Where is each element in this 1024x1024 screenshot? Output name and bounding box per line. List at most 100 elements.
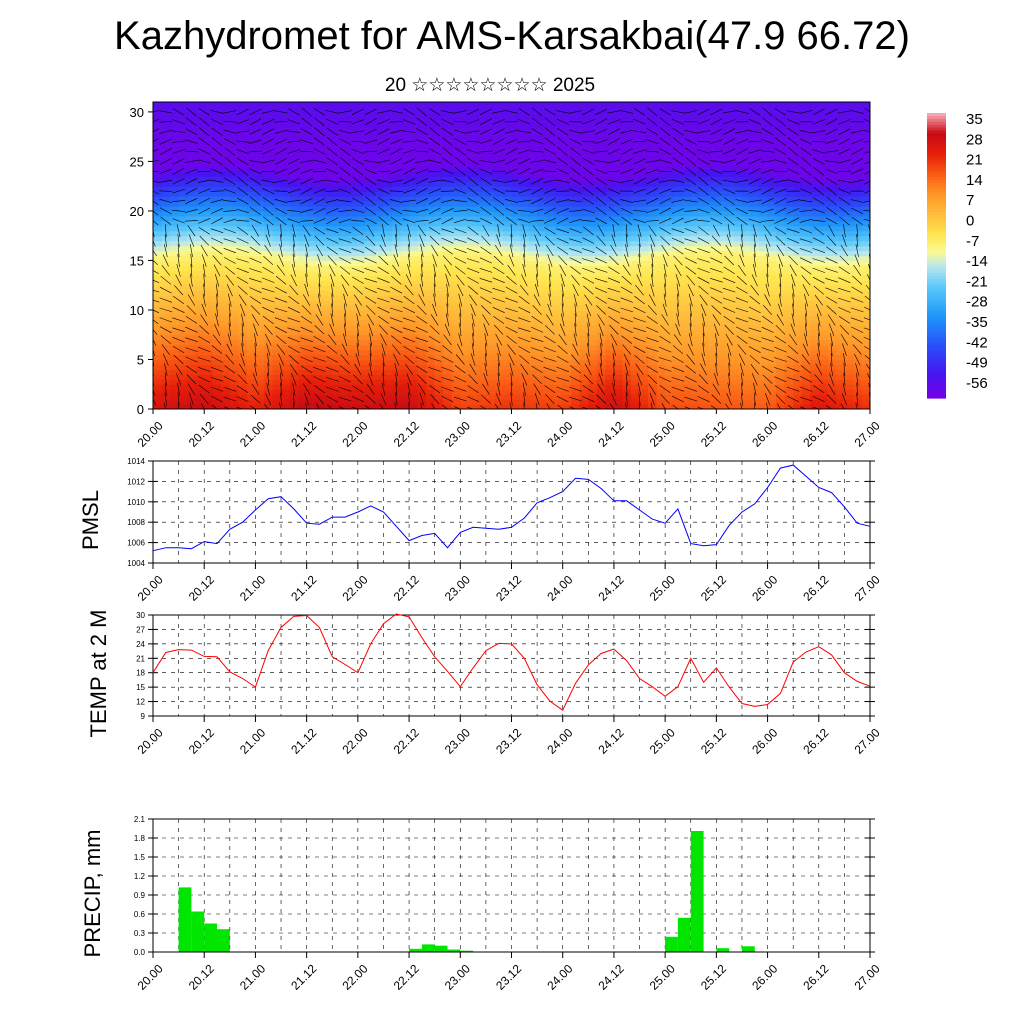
cs-x-tick-label: 20.00 [135,418,166,449]
pmsl-group-frame [152,460,871,564]
cs-x-tick-label: 26.00 [749,418,780,449]
pmsl-group-grid [152,460,871,564]
cs-y-tick-label: 25 [130,154,144,169]
temp-group-y-tick-label: 27 [136,625,145,634]
precip-y-tick-label: 1.5 [134,853,146,862]
cs-x-tick-label: 21.00 [237,418,268,449]
colorbar-label: 7 [966,192,974,209]
cs-x-tick-label: 27.00 [852,418,883,449]
precip-bar [409,948,422,952]
cs-y-tick-label: 15 [130,253,144,268]
pmsl-group-y-tick-label: 1004 [127,559,145,568]
precip-bar [665,936,678,952]
temp-group-frame [152,614,871,717]
precip-x-tick-label: 21.12 [288,961,319,992]
colorbar-label: 0 [966,213,974,230]
precip-bar [677,917,691,952]
pmsl-group-x-tick-label: 27.00 [852,572,883,603]
precip-x-tick-label: 25.00 [647,961,678,992]
temp-group-x-tick-label: 27.00 [852,725,883,756]
pmsl-group-x-tick-label: 22.12 [391,572,422,603]
pmsl-group-x-tick-label: 21.12 [288,572,319,603]
precip-y-tick-label: 0.3 [134,929,146,938]
cs-x-tick-label: 24.12 [596,418,627,449]
cs-y-tick-label: 20 [130,204,144,219]
pmsl-group-x-tick-label: 26.00 [749,572,780,603]
temp-group-y-tick-label: 12 [136,698,145,707]
temp-group-x-tick-label: 23.00 [442,725,473,756]
temp-group-x-tick-label: 26.12 [800,725,831,756]
pmsl-group-x-tick-label: 22.00 [339,572,370,603]
temp-group-x-tick-label: 21.12 [288,725,319,756]
cs-x-tick-label: 22.12 [391,418,422,449]
pmsl-group-y-tick-label: 1012 [127,477,145,486]
colorbar-label: 28 [966,131,983,148]
pmsl-group-x-tick-label: 20.00 [135,572,166,603]
page-subtitle: 20 ☆☆☆☆☆☆☆☆ 2025 [384,75,596,96]
colorbar-label: -21 [966,273,988,290]
colorbar-label: 35 [966,111,983,128]
pmsl-group-x-tick-label: 25.00 [647,572,678,603]
colorbar-label: -28 [966,294,988,311]
temp-group-y-tick-label: 24 [136,640,145,649]
temp-group-y-tick-label: 18 [136,669,145,678]
pmsl-group-ylabel: PMSL [78,490,103,550]
temp-group-x-tick-label: 26.00 [749,725,780,756]
pmsl-group-y-tick-label: 1006 [127,539,145,548]
temp-group-x-tick-label: 24.00 [544,725,575,756]
temp-group-x-tick-label: 22.12 [391,725,422,756]
cs-x-tick-label: 22.00 [339,418,370,449]
precip-bar [690,831,704,952]
cs-x-tick-label: 20.12 [186,418,217,449]
colorbar-label: -35 [966,314,988,331]
pmsl-group-x-tick-label: 25.12 [698,572,729,603]
colorbar-label: 21 [966,152,983,169]
temp-group-x-tick-label: 25.12 [698,725,729,756]
temp-group-x-tick-label: 20.12 [186,725,217,756]
temp-group-grid [152,614,871,717]
colorbar-label: -42 [966,334,988,351]
temp-group-ylabel: TEMP at 2 M [86,610,111,738]
cs-y-tick-label: 5 [137,352,144,367]
precip-bar [178,887,192,952]
temp-group-x-tick-label: 23.12 [493,725,524,756]
precip-x-tick-label: 24.12 [596,961,627,992]
pmsl-group-x-tick-label: 20.12 [186,572,217,603]
precip-bar [204,923,217,952]
pmsl-panel: 1004 1006 1008 1010 1012 1014 20.00 20.12 21.00 2… [78,457,883,604]
temp-group-y-tick-label: 21 [136,654,145,663]
precip-x-tick-label: 21.00 [237,961,268,992]
temp-group-x-tick-label: 21.00 [237,725,268,756]
colorbar-label: -56 [966,375,988,392]
precip-x-tick-label: 20.00 [135,961,166,992]
precip-ylabel: PRECIP, mm [80,830,105,958]
precip-bar [217,929,230,952]
pmsl-group-y-tick-label: 1014 [127,457,145,466]
temp-group-x-tick-label: 24.12 [596,725,627,756]
colorbar-label: -14 [966,253,988,270]
precip-y-tick-label: 1.2 [134,872,146,881]
precip-y-tick-label: 2.1 [134,815,146,824]
wind-barbs [153,107,870,409]
precip-panel: 0.0 0.3 0.6 0.9 1.2 1.5 1.8 2.1 20.00 20.12 21.00 2… [80,815,883,993]
precip-bar [716,948,730,952]
pmsl-group-x-tick-label: 24.12 [596,572,627,603]
pmsl-group-x-tick-label: 23.12 [493,572,524,603]
cs-x-tick-label: 25.00 [647,418,678,449]
precip-x-tick-label: 20.12 [186,961,217,992]
colorbar-label: -49 [966,355,988,372]
precip-x-tick-label: 22.12 [391,961,422,992]
precip-x-tick-label: 26.00 [749,961,780,992]
precip-y-tick-label: 1.8 [134,834,146,843]
cs-x-tick-label: 23.00 [442,418,473,449]
precip-bar [460,950,474,952]
precip-x-tick-label: 26.12 [800,961,831,992]
colorbar: 35 28 21 14 7 0 -7 -14 -21 -28 -35 -42 -49 -56 [927,111,988,399]
cs-y-tick-label: 30 [130,105,144,120]
colorbar-label: -7 [966,233,979,250]
pmsl-group-x-tick-label: 24.00 [544,572,575,603]
precip-y-tick-label: 0.9 [134,891,146,900]
page-title: Kazhydromet for AMS-Karsakbai(47.9 66.72… [114,14,910,58]
temp-group-series-line [152,613,871,711]
